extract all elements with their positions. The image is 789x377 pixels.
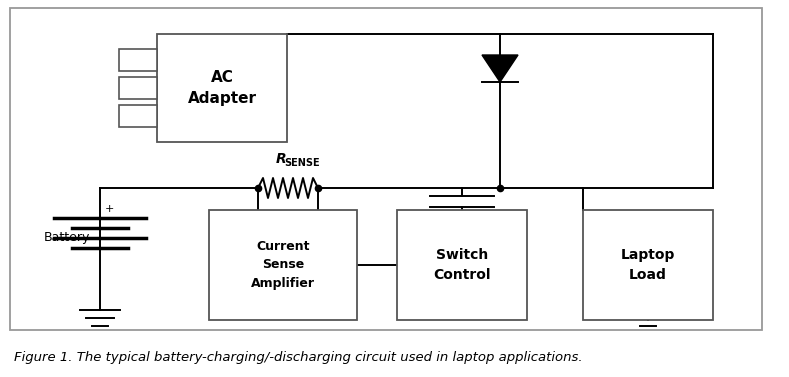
Text: Current
Sense
Amplifier: Current Sense Amplifier bbox=[251, 241, 315, 290]
Text: Switch
Control: Switch Control bbox=[433, 248, 491, 282]
Text: R: R bbox=[276, 152, 286, 166]
Bar bbox=[10, 8, 762, 330]
Bar bbox=[119, 77, 157, 99]
Text: +: + bbox=[105, 204, 114, 214]
Bar bbox=[583, 210, 713, 320]
Text: AC
Adapter: AC Adapter bbox=[188, 70, 256, 106]
Bar bbox=[397, 210, 527, 320]
Bar bbox=[119, 49, 157, 71]
Bar bbox=[209, 210, 357, 320]
Polygon shape bbox=[482, 55, 518, 82]
Text: Laptop
Load: Laptop Load bbox=[621, 248, 675, 282]
Bar bbox=[157, 34, 287, 142]
Bar bbox=[119, 105, 157, 127]
Text: Battery: Battery bbox=[43, 231, 90, 245]
Text: SENSE: SENSE bbox=[284, 158, 320, 168]
Text: Figure 1. The typical battery-charging/-discharging circuit used in laptop appli: Figure 1. The typical battery-charging/-… bbox=[14, 351, 582, 365]
